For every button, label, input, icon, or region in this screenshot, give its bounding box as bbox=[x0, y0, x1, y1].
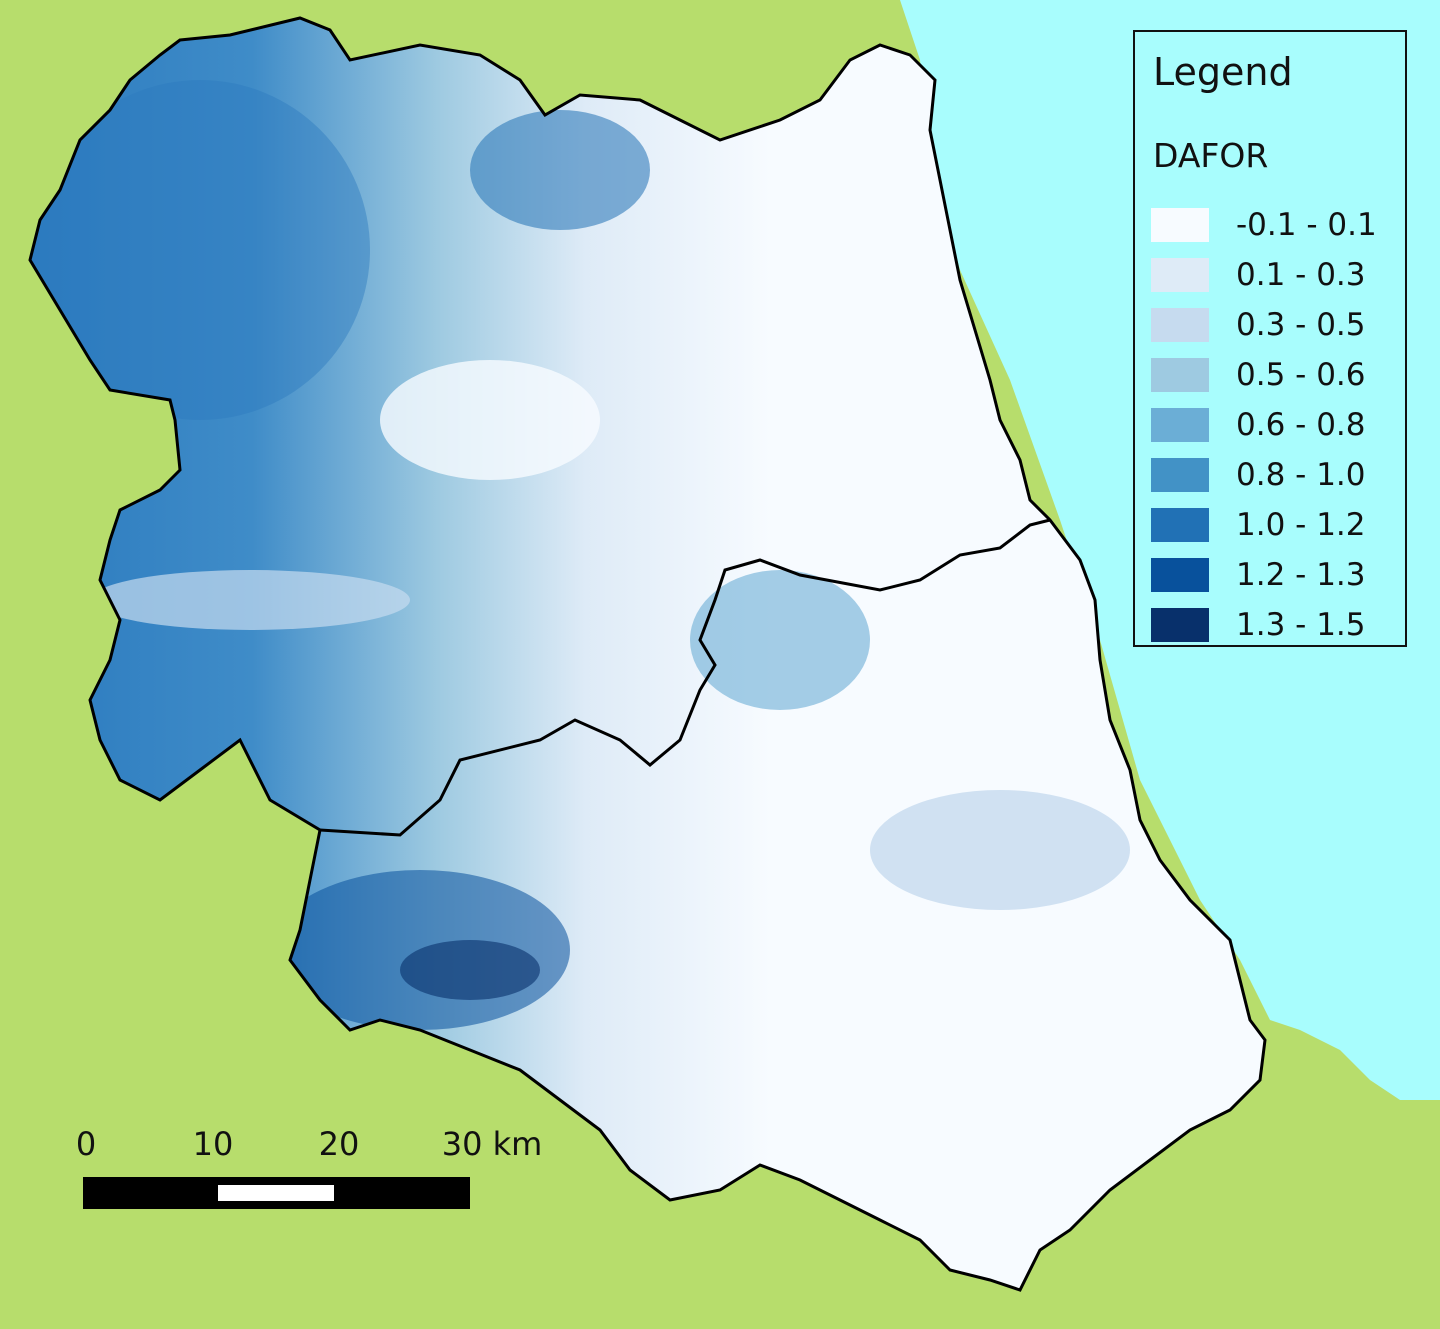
region-boundary bbox=[28, 16, 1267, 1292]
legend-subtitle: DAFOR bbox=[1153, 136, 1269, 175]
legend-label: 0.3 - 0.5 bbox=[1236, 307, 1366, 343]
legend-swatch bbox=[1151, 558, 1209, 592]
legend-swatch bbox=[1151, 608, 1209, 642]
legend-item: -0.1 - 0.1 bbox=[1151, 200, 1377, 250]
legend-label: 1.3 - 1.5 bbox=[1236, 607, 1366, 643]
legend-swatch bbox=[1151, 208, 1209, 242]
legend-item: 0.5 - 0.6 bbox=[1151, 350, 1377, 400]
legend-label: 0.6 - 0.8 bbox=[1236, 407, 1366, 443]
legend-item: 0.1 - 0.3 bbox=[1151, 250, 1377, 300]
internal-boundary bbox=[319, 518, 1051, 837]
legend-label: -0.1 - 0.1 bbox=[1236, 207, 1377, 243]
legend-item: 0.8 - 1.0 bbox=[1151, 450, 1377, 500]
legend-item: 1.3 - 1.5 bbox=[1151, 600, 1377, 650]
legend-swatch bbox=[1151, 508, 1209, 542]
legend-items: -0.1 - 0.1 0.1 - 0.3 0.3 - 0.5 0.5 - 0.6 0.6… bbox=[1151, 200, 1377, 650]
legend-label: 0.1 - 0.3 bbox=[1236, 257, 1366, 293]
legend-item: 0.3 - 0.5 bbox=[1151, 300, 1377, 350]
legend-item: 1.2 - 1.3 bbox=[1151, 550, 1377, 600]
legend-swatch bbox=[1151, 408, 1209, 442]
scale-tick-10: 10 bbox=[192, 1125, 234, 1163]
legend-box: Legend DAFOR -0.1 - 0.1 0.1 - 0.3 0.3 - 0.… bbox=[1133, 30, 1407, 647]
legend-swatch bbox=[1151, 258, 1209, 292]
scale-tick-0: 0 bbox=[75, 1125, 97, 1163]
legend-swatch bbox=[1151, 358, 1209, 392]
scale-bar: 0 10 20 30 km bbox=[76, 1125, 542, 1215]
legend-label: 1.0 - 1.2 bbox=[1236, 507, 1366, 543]
legend-item: 0.6 - 0.8 bbox=[1151, 400, 1377, 450]
legend-label: 1.2 - 1.3 bbox=[1236, 557, 1366, 593]
legend-title: Legend bbox=[1153, 50, 1293, 94]
highland-shading bbox=[30, 80, 1130, 1030]
legend-item: 1.0 - 1.2 bbox=[1151, 500, 1377, 550]
scale-tick-30: 30 km bbox=[441, 1125, 543, 1163]
scale-tick-20: 20 bbox=[318, 1125, 360, 1163]
legend-swatch bbox=[1151, 308, 1209, 342]
scale-bar-white-segment bbox=[218, 1185, 334, 1201]
legend-label: 0.8 - 1.0 bbox=[1236, 457, 1366, 493]
legend-swatch bbox=[1151, 458, 1209, 492]
legend-label: 0.5 - 0.6 bbox=[1236, 357, 1366, 393]
